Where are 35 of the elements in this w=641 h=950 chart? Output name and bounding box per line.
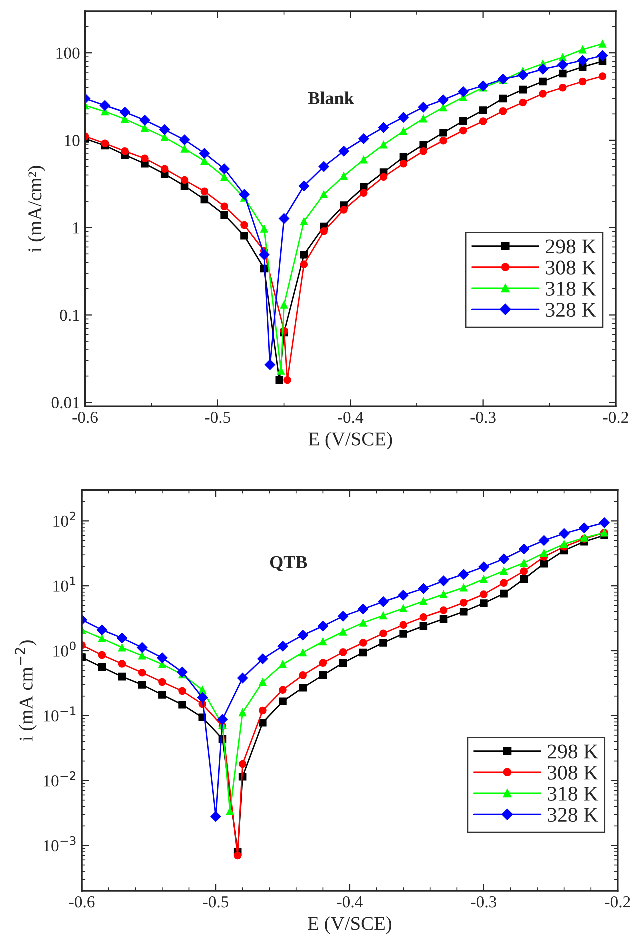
legend-label: 328 K	[546, 303, 596, 318]
legend-label: 318 K	[546, 282, 596, 296]
x-tick-label: -0.3	[470, 412, 496, 424]
x-axis-title: E (V/SCE)	[308, 432, 392, 450]
y-tick-label: 10$^{−3}$	[44, 836, 76, 852]
legend-label: 298 K	[548, 744, 598, 759]
y-tick-label: 0.1	[60, 310, 80, 322]
y-tick-label: 10	[65, 135, 80, 146]
x-tick-label: -0.2	[603, 412, 628, 424]
x-tick-label: -0.5	[203, 896, 229, 908]
x-tick-label: -0.2	[605, 896, 630, 908]
annotation: QTB	[270, 556, 308, 572]
y-tick-label: 10$^{−1}$	[44, 706, 76, 722]
annotation: Blank	[308, 92, 354, 104]
y-tick-label: 10$^{2}$	[54, 512, 76, 528]
y-axis-title: i (mA/cm²)	[28, 166, 46, 252]
y-tick-label: 100	[56, 48, 80, 60]
legend-label: 318 K	[548, 786, 598, 801]
y-tick-label: 10$^{1}$	[54, 576, 76, 592]
y-tick-label: 1	[74, 222, 80, 234]
legend-label: 308 K	[546, 260, 596, 275]
y-tick-label: 10$^{0}$	[54, 642, 76, 657]
x-tick-label: -0.4	[338, 412, 364, 424]
x-tick-label: -0.6	[69, 896, 95, 908]
x-tick-label: -0.6	[72, 412, 98, 424]
x-tick-label: -0.5	[205, 412, 230, 424]
legend-label: 328 K	[548, 808, 598, 822]
x-tick-label: -0.3	[471, 896, 496, 908]
x-tick-label: -0.4	[337, 896, 363, 908]
y-axis-title: i (mA cm$^{−2}$)	[15, 640, 37, 742]
legend-label: 298 K	[546, 240, 596, 254]
x-axis-title: E (V/SCE)	[308, 916, 392, 934]
y-tick-label: 10$^{−2}$	[44, 772, 76, 787]
y-tick-label: 0.01	[52, 397, 80, 409]
legend-label: 308 K	[548, 766, 598, 780]
